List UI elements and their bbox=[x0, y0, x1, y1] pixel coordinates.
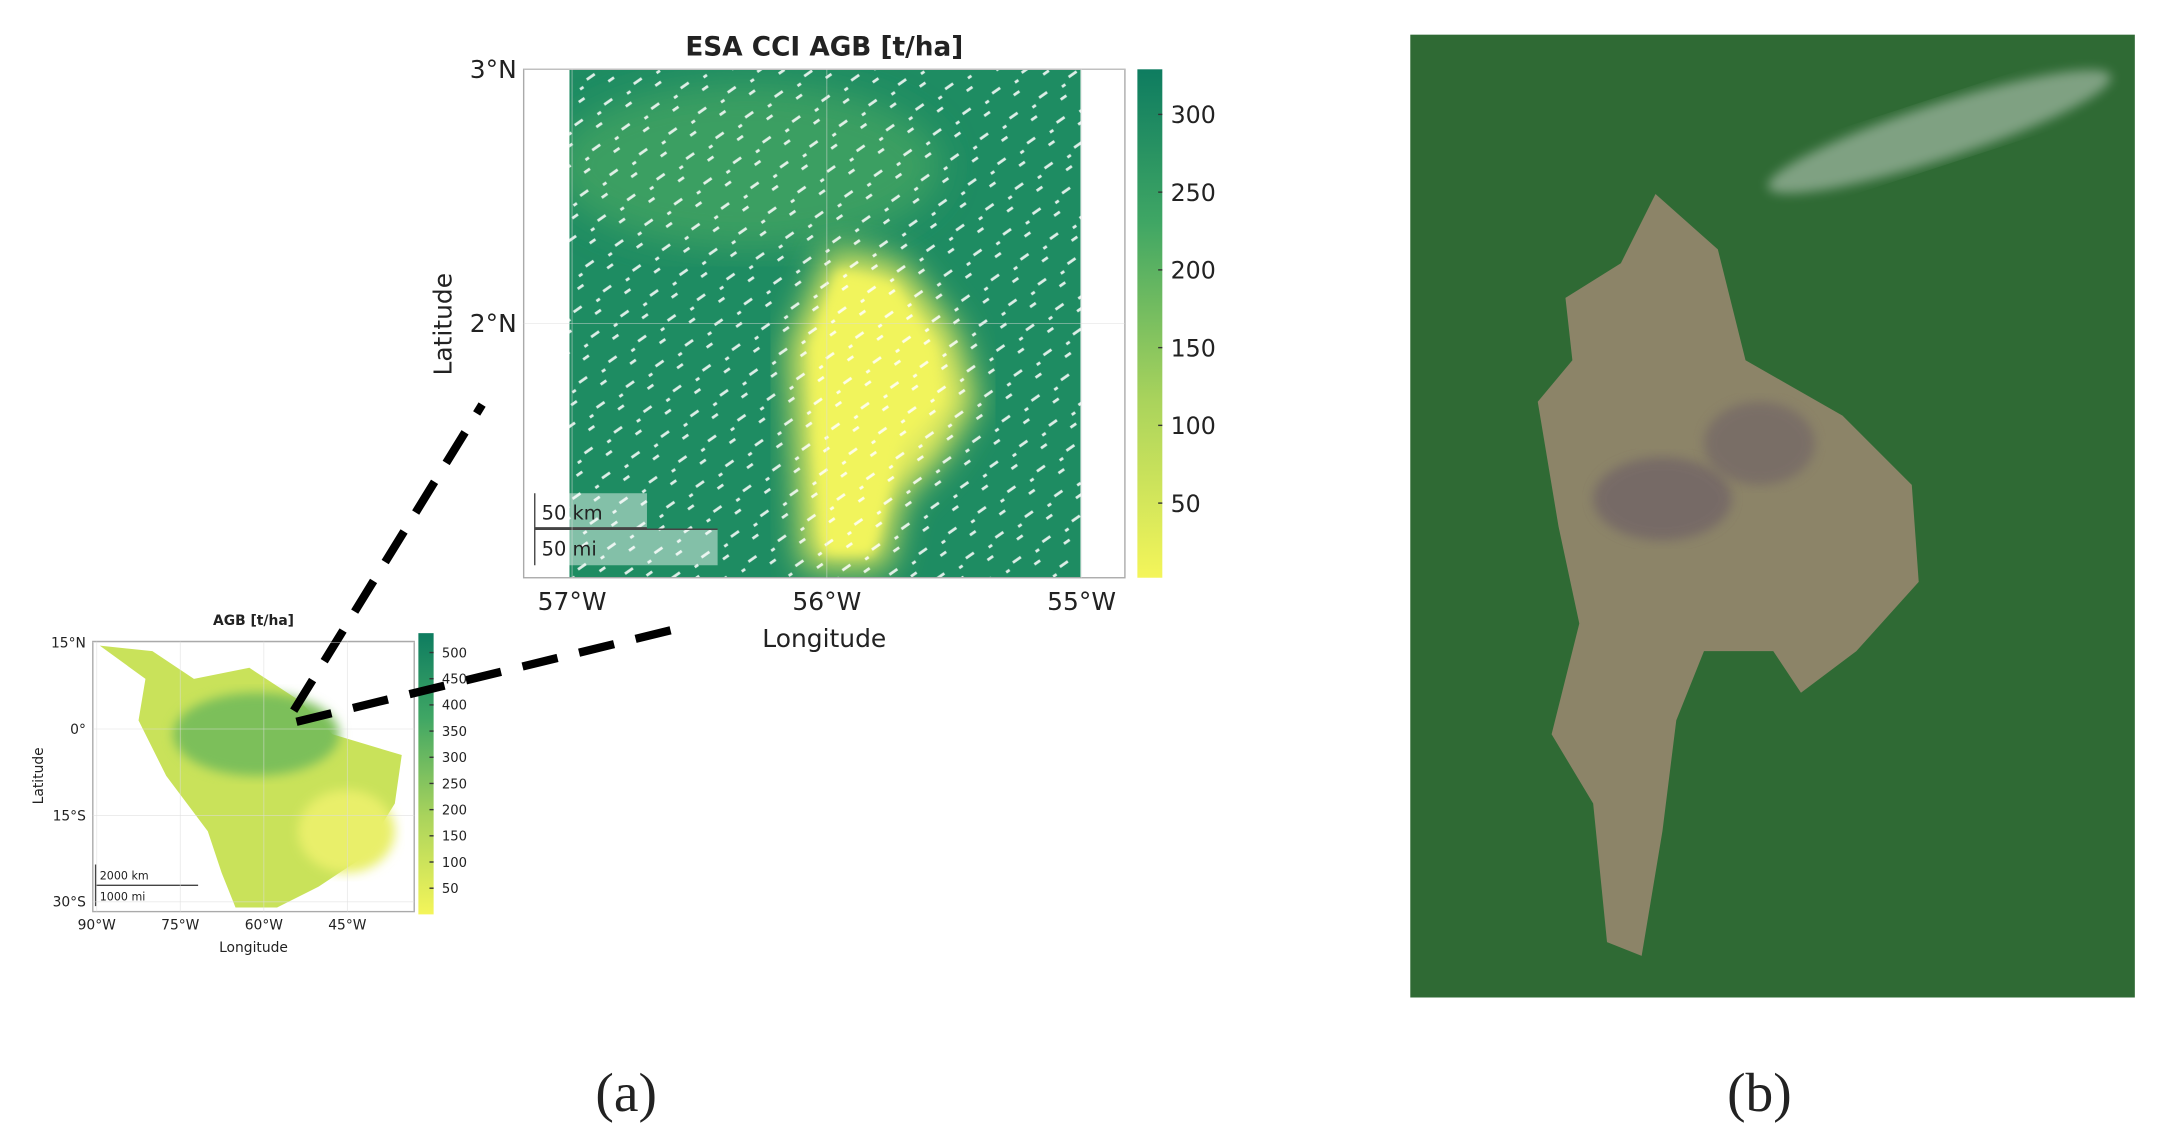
main-title: ESA CCI AGB [t/ha] bbox=[685, 32, 963, 62]
panel-label: (a) bbox=[595, 1062, 657, 1123]
x-tick-label: 56°W bbox=[792, 587, 861, 616]
colorbar-tick-label: 150 bbox=[442, 830, 467, 845]
colorbar-tick-label: 400 bbox=[442, 699, 467, 714]
colorbar-tick-label: 200 bbox=[442, 803, 467, 818]
deforested-area bbox=[1537, 193, 1919, 956]
clouds bbox=[1768, 70, 2111, 194]
colorbar-tick-label: 300 bbox=[1171, 101, 1216, 129]
colorbar-tick-label: 350 bbox=[442, 725, 467, 740]
x-tick-label: 75°W bbox=[161, 918, 200, 934]
y-tick-label: 30°S bbox=[53, 895, 87, 911]
scale-bar bbox=[94, 864, 199, 907]
inset-raster bbox=[99, 645, 402, 908]
x-tick-label: 60°W bbox=[245, 918, 284, 934]
colorbar-tick-label: 50 bbox=[442, 882, 459, 897]
colorbar-tick-label: 100 bbox=[1171, 412, 1216, 440]
scale-label: 2000 km bbox=[100, 870, 149, 883]
y-tick-label: 3°N bbox=[470, 55, 517, 84]
y-tick-label: 15°S bbox=[53, 808, 87, 824]
colorbar-tick-label: 50 bbox=[1171, 490, 1201, 518]
colorbar-tick-label: 200 bbox=[1171, 257, 1216, 285]
colorbar-tick-label: 150 bbox=[1171, 334, 1216, 362]
scale-bar bbox=[534, 493, 718, 566]
colorbar-tick-label: 250 bbox=[442, 777, 467, 792]
colorbar-tick-label: 500 bbox=[442, 646, 467, 661]
x-tick-label: 45°W bbox=[328, 918, 367, 934]
inset-title: AGB [t/ha] bbox=[213, 613, 294, 629]
main-colorbar bbox=[1137, 69, 1163, 578]
y-tick-label: 15°N bbox=[51, 635, 86, 651]
scale-label: 50 mi bbox=[542, 538, 597, 561]
x-tick-label: 55°W bbox=[1047, 587, 1116, 616]
scale-box bbox=[534, 529, 718, 566]
inset-colorbar bbox=[418, 633, 434, 915]
burnt-area bbox=[1703, 401, 1815, 485]
main-y-label: Latitude bbox=[429, 273, 458, 376]
colorbar-tick-label: 100 bbox=[442, 856, 467, 871]
main-x-label: Longitude bbox=[762, 624, 886, 653]
scale-box bbox=[534, 493, 647, 528]
inset-x-label: Longitude bbox=[219, 940, 288, 956]
colorbar-tick-label: 450 bbox=[442, 673, 467, 688]
y-tick-label: 2°N bbox=[470, 309, 517, 338]
panel-label: (b) bbox=[1727, 1062, 1792, 1123]
colorbar-tick-label: 300 bbox=[442, 751, 467, 766]
burnt-area bbox=[1593, 457, 1732, 541]
y-tick-label: 0° bbox=[70, 722, 86, 738]
zoom-lines bbox=[290, 402, 683, 726]
colorbar-tick-label: 250 bbox=[1171, 179, 1216, 207]
x-tick-label: 57°W bbox=[538, 587, 607, 616]
x-tick-label: 90°W bbox=[78, 918, 117, 934]
inset-y-label: Latitude bbox=[31, 747, 47, 804]
scale-label: 1000 mi bbox=[100, 891, 146, 904]
